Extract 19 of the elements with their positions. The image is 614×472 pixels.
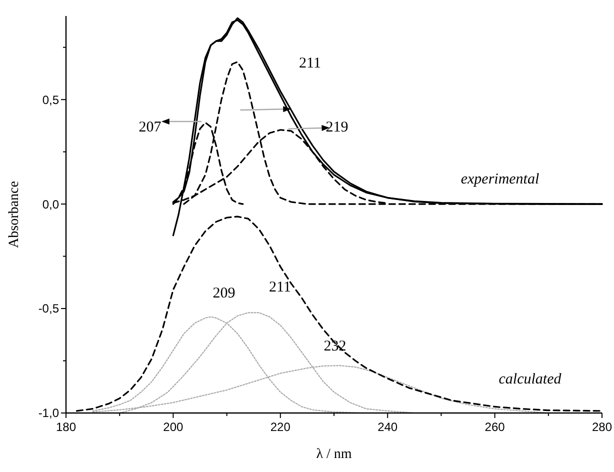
- annotation: 211: [299, 55, 321, 72]
- annotation: 211: [269, 279, 291, 296]
- y-tick-label: -0,5: [38, 302, 60, 316]
- annotation: 207: [138, 119, 162, 136]
- x-tick-label: 220: [270, 420, 291, 434]
- annotation: 209: [212, 285, 236, 302]
- x-axis-title: λ / nm: [316, 447, 352, 462]
- y-axis-title: Absorbance: [7, 181, 22, 248]
- x-tick-label: 180: [56, 420, 76, 434]
- annotation: experimental: [460, 171, 540, 188]
- x-tick-label: 280: [592, 420, 612, 434]
- y-tick-label: -1,0: [38, 406, 60, 420]
- annotation: calculated: [498, 371, 562, 388]
- x-tick-label: 200: [163, 420, 184, 434]
- x-tick-label: 240: [378, 420, 398, 434]
- y-tick-label: 0,0: [42, 197, 60, 212]
- annotation: 219: [326, 119, 348, 136]
- x-tick-label: 260: [484, 420, 506, 434]
- y-tick-label: 0,5: [42, 92, 60, 107]
